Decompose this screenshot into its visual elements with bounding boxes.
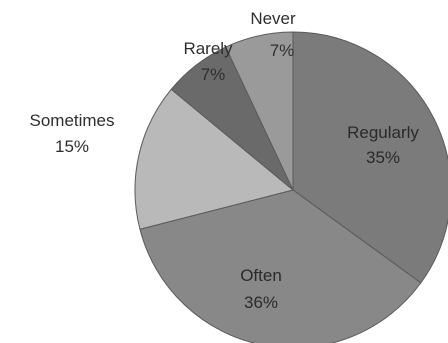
- pie-slices: [134, 31, 448, 343]
- pie-slice-never: [225, 31, 294, 191]
- pie-slice-regularly: [292, 31, 448, 284]
- slice-label-rarely: Rarely: [183, 39, 233, 58]
- slice-value-never: 7%: [270, 41, 295, 60]
- slice-value-sometimes: 15%: [55, 137, 89, 156]
- slice-label-sometimes: Sometimes: [29, 111, 114, 130]
- slice-label-often: Often: [240, 266, 282, 285]
- pie-slice-sometimes: [134, 88, 295, 230]
- slice-label-never: Never: [250, 9, 296, 28]
- slice-value-often: 36%: [244, 293, 278, 312]
- slice-value-regularly: 35%: [366, 148, 400, 167]
- slice-value-rarely: 7%: [201, 65, 226, 84]
- pie-slice-often: [139, 189, 422, 343]
- slice-label-regularly: Regularly: [347, 123, 419, 142]
